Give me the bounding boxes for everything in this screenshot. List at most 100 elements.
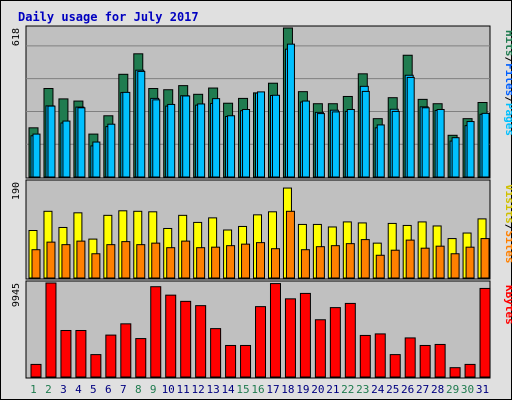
bar-kbytes: [105, 334, 117, 378]
bar-kbytes: [75, 329, 87, 378]
bar-pages: [271, 94, 280, 178]
bar-pages: [152, 99, 161, 178]
bar-kbytes: [60, 329, 72, 378]
legend-pages: Pages: [503, 103, 512, 136]
bar-sites: [435, 245, 445, 279]
bar-pages: [212, 98, 221, 178]
x-tick-label: 21: [326, 383, 339, 396]
bar-sites: [226, 245, 236, 279]
bar-pages: [331, 111, 340, 178]
bar-sites: [106, 244, 116, 279]
bar-pages: [122, 91, 131, 178]
bar-kbytes: [180, 300, 192, 378]
legend-slash: /: [503, 224, 512, 231]
x-tick-label: 25: [386, 383, 399, 396]
x-tick-label: 20: [311, 383, 324, 396]
bar-sites: [345, 243, 355, 279]
bar-sites: [181, 240, 191, 279]
bar-sites: [480, 238, 490, 279]
bar-kbytes: [479, 287, 491, 378]
panel-legend-label: Hits/Files/Pages: [503, 30, 512, 136]
bar-kbytes: [240, 344, 252, 378]
panel-max-label: 618: [11, 28, 22, 46]
x-axis-labels: 1 2 3 4 5 6 7 8 9 10 11 12 13 14 15 16 17 18 19 20 21 22 23 24 2…: [30, 383, 489, 396]
bar-kbytes: [359, 334, 371, 378]
panel-bottom: 9945 KBytes: [11, 280, 512, 379]
bar-sites: [121, 241, 131, 279]
bar-sites: [330, 245, 340, 279]
bar-pages: [421, 107, 430, 178]
legend-slash: /: [503, 57, 512, 64]
bar-kbytes: [210, 328, 222, 378]
bar-sites: [241, 243, 251, 279]
bar-pages: [182, 95, 191, 178]
panel-max-label: 9945: [11, 283, 22, 307]
chart-panels: 618Hits/Files/Pages190Visits/Sites9945KB…: [11, 25, 512, 379]
bar-kbytes: [389, 354, 401, 378]
bar-kbytes: [255, 306, 267, 378]
legend-files: Files: [503, 63, 512, 96]
bar-sites: [300, 249, 310, 279]
legend-hits: Hits: [503, 30, 512, 57]
bar-sites: [136, 244, 146, 279]
legend-sites: Sites: [503, 230, 512, 263]
bar-sites: [360, 239, 370, 279]
bar-sites: [151, 242, 161, 279]
bar-pages: [167, 103, 176, 178]
x-tick-label: 4: [75, 383, 82, 396]
bar-pages: [346, 108, 355, 178]
panel-middle: 190 Visits/Sites: [11, 179, 512, 280]
bar-sites: [256, 242, 266, 279]
x-tick-label: 31: [476, 383, 489, 396]
bar-kbytes: [299, 292, 311, 378]
bar-sites: [285, 210, 295, 279]
x-tick-label: 17: [266, 383, 279, 396]
bar-kbytes: [150, 286, 162, 378]
bar-sites: [166, 247, 176, 279]
bar-kbytes: [404, 337, 416, 378]
bar-sites: [76, 240, 86, 279]
x-tick-label: 26: [401, 383, 414, 396]
x-tick-label: 16: [251, 383, 264, 396]
bar-pages: [286, 43, 295, 178]
x-tick-label: 7: [120, 383, 127, 396]
legend-kbytes: KBytes: [503, 285, 512, 325]
bar-sites: [211, 246, 221, 279]
x-tick-label: 3: [60, 383, 67, 396]
bar-pages: [466, 121, 475, 178]
bar-kbytes: [120, 323, 132, 378]
x-tick-label: 22: [341, 383, 354, 396]
bar-sites: [450, 253, 460, 279]
legend-slash: /: [503, 96, 512, 103]
bar-pages: [197, 103, 206, 178]
bar-sites: [46, 241, 56, 279]
panel-legend-label: Visits/Sites: [503, 184, 512, 264]
x-tick-label: 18: [281, 383, 294, 396]
x-tick-label: 11: [177, 383, 190, 396]
bar-pages: [391, 110, 400, 178]
bar-sites: [31, 249, 41, 279]
x-tick-label: 6: [105, 383, 112, 396]
bar-sites: [465, 246, 475, 279]
bar-sites: [270, 248, 280, 279]
bar-pages: [361, 90, 370, 178]
bar-kbytes: [374, 333, 386, 378]
x-tick-label: 30: [461, 383, 474, 396]
x-tick-label: 9: [150, 383, 157, 396]
bar-pages: [481, 112, 490, 178]
bar-pages: [92, 141, 101, 178]
x-tick-label: 12: [192, 383, 205, 396]
bar-sites: [61, 244, 71, 279]
bar-pages: [107, 123, 116, 178]
bar-pages: [316, 113, 325, 178]
bar-pages: [406, 76, 415, 178]
bar-kbytes: [434, 343, 446, 378]
bar-sites: [315, 246, 325, 279]
bar-kbytes: [269, 283, 281, 378]
bar-pages: [242, 108, 251, 178]
bar-pages: [376, 124, 385, 178]
bar-kbytes: [135, 338, 147, 378]
